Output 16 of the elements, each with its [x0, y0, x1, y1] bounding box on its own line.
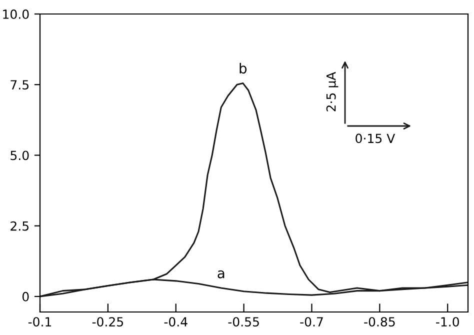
annotation: 0·15 V: [356, 134, 396, 144]
x-tick-label: -1.0: [436, 317, 459, 327]
x-tick-label: -0.1: [28, 317, 52, 327]
annotation: 2·5 μA: [326, 72, 338, 112]
y-tick-label: 10.0: [3, 9, 29, 19]
y-tick-label: 7.5: [10, 80, 28, 90]
annotation: a: [218, 270, 224, 278]
annotation: b: [240, 62, 247, 74]
y-tick-label: 2.5: [10, 221, 28, 231]
x-tick-label: -0.4: [164, 317, 188, 327]
x-tick-label: -0.25: [92, 317, 124, 327]
x-tick-label: -0.7: [300, 317, 323, 327]
x-tick-label: -0.85: [364, 317, 395, 327]
y-tick-label: 5.0: [10, 150, 29, 160]
x-tick-label: -0.55: [228, 317, 259, 327]
y-tick-label: 0: [22, 292, 29, 302]
